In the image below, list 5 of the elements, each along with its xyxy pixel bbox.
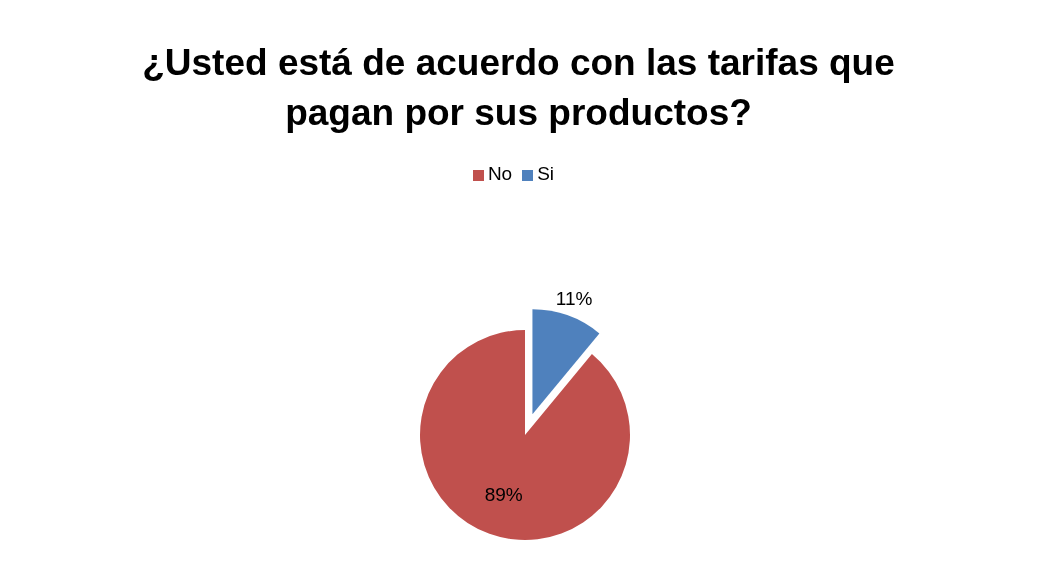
legend-label: No: [487, 163, 513, 184]
data-label: 89%: [484, 483, 523, 505]
legend-label: Si: [537, 163, 555, 184]
data-label: 11%: [555, 288, 593, 310]
chart-title: ¿Usted está de acuerdo con las tarifas que pagan por sus productos?: [141, 41, 896, 135]
